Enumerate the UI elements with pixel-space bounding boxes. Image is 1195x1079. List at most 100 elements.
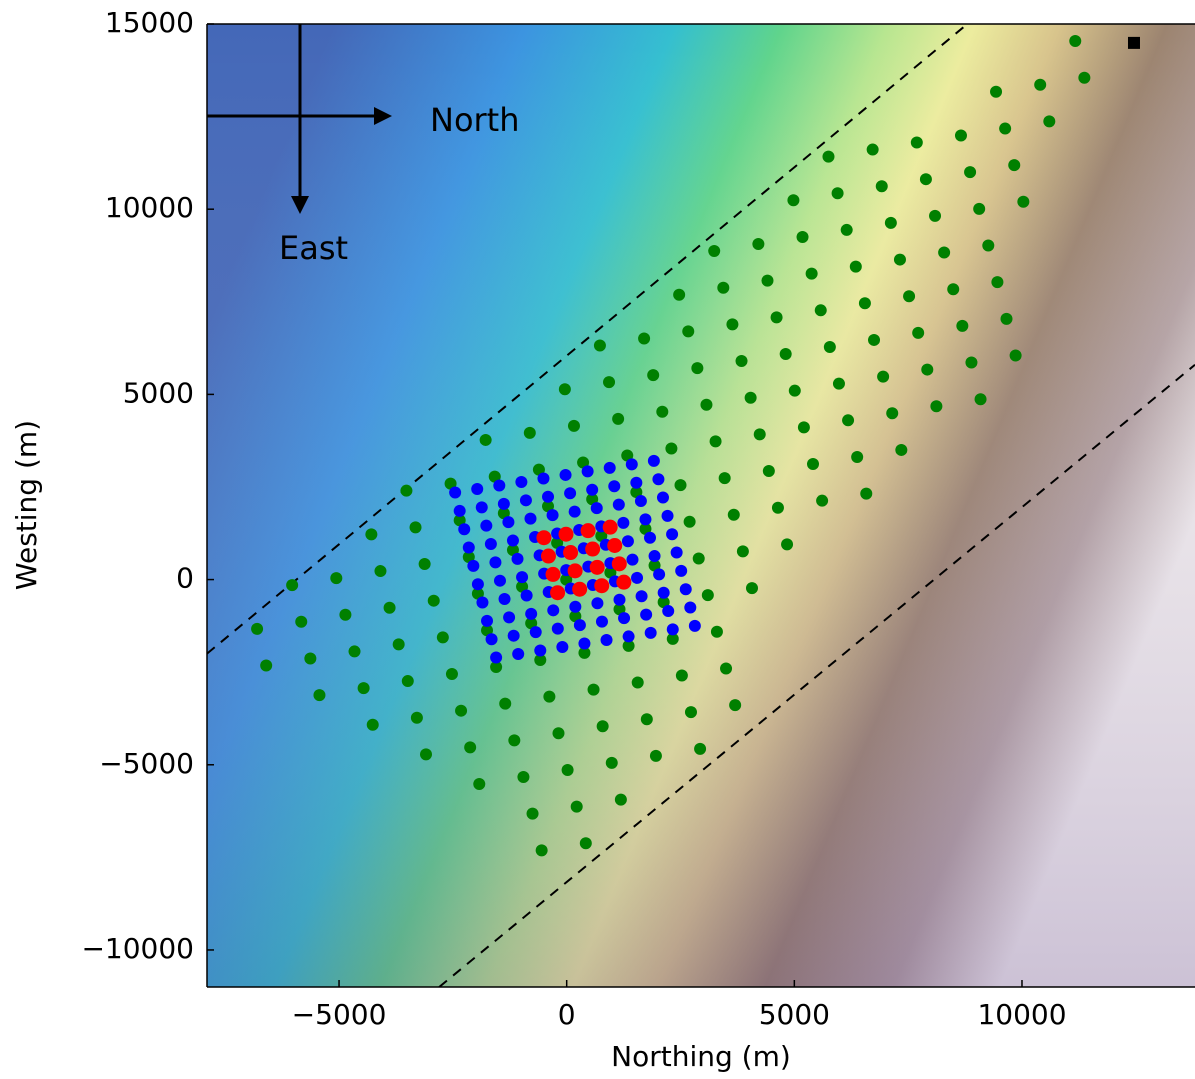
point	[694, 743, 706, 755]
point	[608, 480, 620, 492]
point	[965, 357, 977, 369]
point	[502, 516, 514, 528]
point	[752, 238, 764, 250]
point	[489, 556, 501, 568]
point	[1010, 349, 1022, 361]
point	[559, 527, 574, 542]
point	[955, 129, 967, 141]
point	[503, 611, 515, 623]
point	[615, 794, 627, 806]
point	[641, 713, 653, 725]
point	[499, 593, 511, 605]
point	[833, 378, 845, 390]
point	[645, 627, 657, 639]
point	[700, 399, 712, 411]
point	[446, 668, 458, 680]
point	[530, 626, 542, 638]
point	[644, 532, 656, 544]
point	[606, 757, 618, 769]
point	[537, 472, 549, 484]
x-tick-label: 10000	[977, 998, 1066, 1031]
point	[912, 327, 924, 339]
point	[667, 623, 679, 635]
point	[684, 516, 696, 528]
point	[486, 633, 498, 645]
point	[623, 630, 635, 642]
point	[365, 528, 377, 540]
point	[569, 506, 581, 518]
point	[507, 535, 519, 547]
point	[591, 597, 603, 609]
point	[720, 662, 732, 674]
point	[541, 549, 556, 564]
point	[471, 483, 483, 495]
x-tick-label: 0	[558, 998, 576, 1031]
point	[789, 385, 801, 397]
point	[648, 455, 660, 467]
point	[562, 764, 574, 776]
x-tick-label: −5000	[292, 998, 387, 1031]
point	[745, 392, 757, 404]
point	[559, 383, 571, 395]
point	[596, 616, 608, 628]
point	[260, 660, 272, 672]
point	[516, 571, 528, 583]
point	[564, 487, 576, 499]
point	[877, 371, 889, 383]
point	[771, 311, 783, 323]
point	[374, 565, 386, 577]
point	[728, 509, 740, 521]
point	[894, 254, 906, 266]
point	[647, 369, 659, 381]
point	[680, 583, 692, 595]
point	[581, 523, 596, 538]
point	[601, 634, 613, 646]
point	[420, 748, 432, 760]
point	[547, 509, 559, 521]
point	[493, 479, 505, 491]
point	[563, 545, 578, 560]
point	[662, 605, 674, 617]
point	[746, 582, 758, 594]
point	[520, 494, 532, 506]
point	[930, 400, 942, 412]
point	[543, 691, 555, 703]
point	[1001, 313, 1013, 325]
point	[349, 645, 361, 657]
point	[850, 261, 862, 273]
point	[612, 413, 624, 425]
point	[797, 231, 809, 243]
point	[480, 434, 492, 446]
point	[626, 554, 638, 566]
point	[527, 808, 539, 820]
point	[552, 727, 564, 739]
point	[463, 542, 475, 554]
point	[560, 469, 572, 481]
point	[710, 435, 722, 447]
point	[787, 194, 799, 206]
point	[367, 719, 379, 731]
point	[815, 304, 827, 316]
point	[410, 521, 422, 533]
point	[691, 362, 703, 374]
east-label: East	[279, 229, 348, 267]
point	[536, 530, 551, 545]
point	[929, 210, 941, 222]
point	[673, 289, 685, 301]
point	[411, 712, 423, 724]
point	[886, 407, 898, 419]
point	[636, 590, 648, 602]
point	[842, 414, 854, 426]
point	[251, 623, 263, 635]
y-tick-label: 5000	[123, 376, 194, 409]
point	[480, 520, 492, 532]
point	[458, 523, 470, 535]
x-tick-label: 5000	[759, 998, 830, 1031]
y-tick-label: −5000	[99, 747, 194, 780]
point	[824, 341, 836, 353]
point	[498, 498, 510, 510]
point	[330, 572, 342, 584]
point	[476, 597, 488, 609]
point	[626, 458, 638, 470]
point	[719, 472, 731, 484]
